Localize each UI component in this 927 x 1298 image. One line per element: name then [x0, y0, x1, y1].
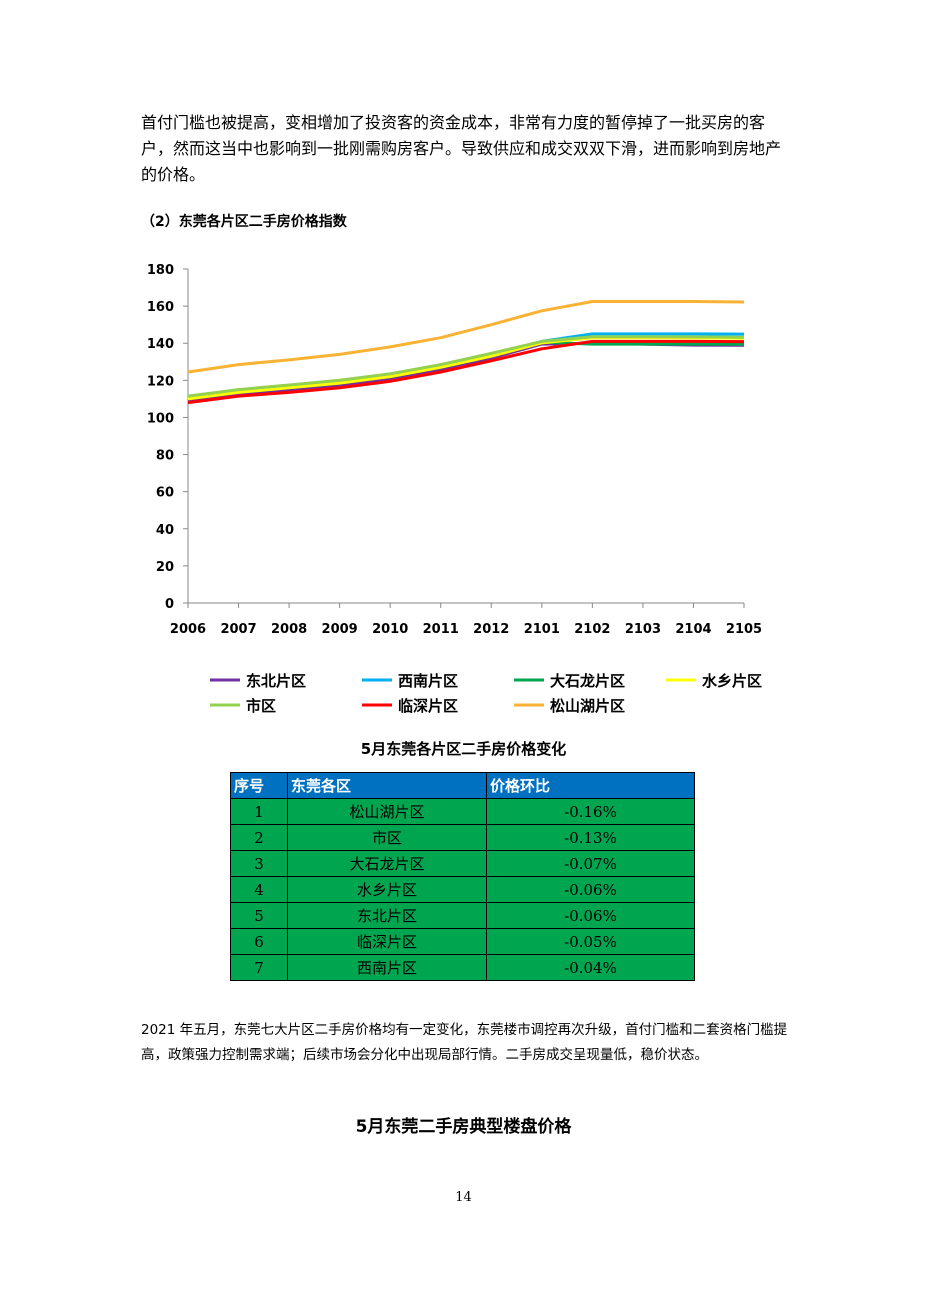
x-tick-label: 2101	[524, 622, 560, 637]
legend-label: 西南片区	[398, 672, 458, 690]
x-tick-label: 2105	[726, 622, 762, 637]
x-tick-label: 2104	[675, 622, 711, 637]
table-row: 1 松山湖片区 -0.16%	[230, 798, 695, 825]
table-header-row: 序号 东莞各区 价格环比	[230, 772, 695, 799]
y-tick-label: 80	[156, 449, 174, 464]
row-index: 5	[230, 902, 288, 929]
row-mom: -0.05%	[486, 928, 695, 955]
legend-label: 水乡片区	[702, 672, 762, 690]
x-tick-label: 2008	[271, 622, 307, 637]
table-caption: 5月东莞各片区二手房价格变化	[360, 740, 567, 758]
row-index: 3	[230, 850, 288, 877]
row-index: 2	[230, 824, 288, 851]
row-mom: -0.07%	[486, 850, 695, 877]
y-tick-label: 40	[156, 523, 174, 538]
row-district: 西南片区	[287, 954, 487, 981]
row-mom: -0.06%	[486, 876, 695, 903]
y-tick-label: 180	[147, 263, 174, 278]
series-line-6	[187, 300, 745, 374]
header-district: 东莞各区	[287, 772, 487, 799]
page-number: 14	[455, 1190, 472, 1205]
intro-paragraph: 首付门槛也被提高，变相增加了投资客的资金成本，非常有力度的暂停掉了一批买房的客户…	[141, 113, 782, 184]
series-line-4	[187, 335, 745, 398]
x-axis: 2006 2007 2008 2009 2010 2011 2012 2101 2102 2103…	[170, 602, 762, 637]
row-district: 水乡片区	[287, 876, 487, 903]
x-tick-label: 2012	[473, 622, 509, 637]
row-index: 7	[230, 954, 288, 981]
header-index: 序号	[230, 772, 288, 799]
row-index: 1	[230, 798, 288, 825]
row-index: 4	[230, 876, 288, 903]
y-tick-label: 0	[165, 597, 174, 612]
x-tick-label: 2010	[372, 622, 408, 637]
table-row: 7 西南片区 -0.04%	[230, 954, 695, 981]
series-line-5	[187, 339, 745, 405]
x-tick-label: 2103	[625, 622, 661, 637]
table-row: 3 大石龙片区 -0.07%	[230, 850, 695, 877]
legend-label: 东北片区	[246, 672, 306, 690]
legend-label: 市区	[246, 697, 276, 715]
series-line-0	[187, 341, 745, 403]
row-district: 市区	[287, 824, 487, 851]
table-row: 6 临深片区 -0.05%	[230, 928, 695, 955]
summary-paragraph: 2021 年五月，东莞七大片区二手房价格均有一定变化，东莞楼市调控再次升级，首付…	[141, 1022, 788, 1063]
section-title: （2）东莞各片区二手房价格指数	[141, 214, 347, 230]
series-lines	[187, 300, 745, 405]
row-district: 东北片区	[287, 902, 487, 929]
x-tick-label: 2007	[220, 622, 256, 637]
y-tick-label: 20	[156, 560, 174, 575]
row-index: 6	[230, 928, 288, 955]
row-district: 松山湖片区	[287, 798, 487, 825]
row-mom: -0.13%	[486, 824, 695, 851]
y-tick-label: 120	[147, 374, 174, 389]
table-row: 5 东北片区 -0.06%	[230, 902, 695, 929]
row-mom: -0.06%	[486, 902, 695, 929]
x-tick-label: 2102	[574, 622, 610, 637]
x-tick-label: 2009	[322, 622, 358, 637]
row-district: 临深片区	[287, 928, 487, 955]
row-mom: -0.04%	[486, 954, 695, 981]
y-tick-label: 100	[147, 411, 174, 426]
legend-label: 大石龙片区	[550, 672, 625, 690]
table-row: 4 水乡片区 -0.06%	[230, 876, 695, 903]
y-tick-label: 160	[147, 300, 174, 315]
y-tick-label: 140	[147, 337, 174, 352]
series-line-3	[187, 336, 745, 401]
x-tick-label: 2006	[170, 622, 206, 637]
legend-label: 临深片区	[398, 697, 458, 715]
price-change-table: 序号 东莞各区 价格环比 1 松山湖片区 -0.16% 2 市区 -0.13% …	[230, 772, 695, 981]
x-tick-label: 2011	[423, 622, 459, 637]
y-tick-label: 60	[156, 486, 174, 501]
table-row: 2 市区 -0.13%	[230, 824, 695, 851]
header-mom: 价格环比	[486, 772, 695, 799]
row-district: 大石龙片区	[287, 850, 487, 877]
y-axis: 0 20 40 60 80 100 120 140 160 180	[147, 263, 189, 612]
legend-label: 松山湖片区	[550, 697, 625, 715]
section-heading: 5月东莞二手房典型楼盘价格	[355, 1117, 572, 1137]
row-mom: -0.16%	[486, 798, 695, 825]
